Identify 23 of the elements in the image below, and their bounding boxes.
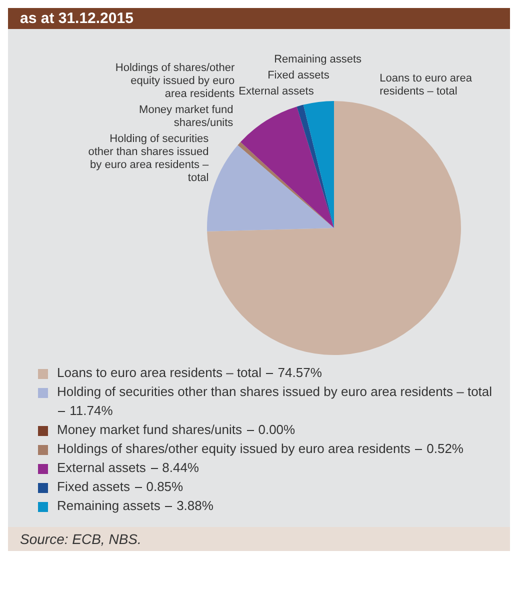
- legend-label: Remaining assets: [57, 498, 160, 513]
- source-note: Source: ECB, NBS.: [8, 527, 510, 551]
- data-label: 0.85%: [146, 479, 184, 494]
- data-label: 0.52%: [426, 441, 464, 456]
- chart-title: as at 31.12.2015: [8, 8, 510, 29]
- data-label: 8.44%: [162, 460, 199, 475]
- legend-label: External assets: [57, 460, 146, 475]
- slice-label: Remaining assets: [274, 54, 362, 66]
- legend-label: Holdings of shares/other equity issued by euro area residents: [57, 441, 410, 456]
- legend-label: Holding of securities other than shares issued by euro area residents – total: [57, 384, 492, 399]
- legend-label: Money market fund shares/units: [57, 422, 242, 437]
- text: 0.00%: [258, 422, 296, 437]
- slice-label: Fixed assets: [268, 70, 330, 82]
- slice-label: Holdings of shares/other equity issued by euro area residents: [115, 62, 236, 100]
- data-label: 3.88%: [176, 498, 214, 513]
- data-label: 11.74%: [70, 403, 113, 418]
- legend-label: Fixed assets: [57, 479, 130, 494]
- data-label: 74.57%: [278, 365, 322, 380]
- category-label: Money market fund shares/units: [139, 104, 234, 129]
- slice-label: External assets: [238, 86, 314, 98]
- slice-label: Holding of securities other than shares issued by euro area residents – total: [88, 132, 210, 184]
- legend-label: Loans to euro area residents – total: [57, 365, 262, 380]
- slice-label: Loans to euro area residents – total: [380, 72, 473, 98]
